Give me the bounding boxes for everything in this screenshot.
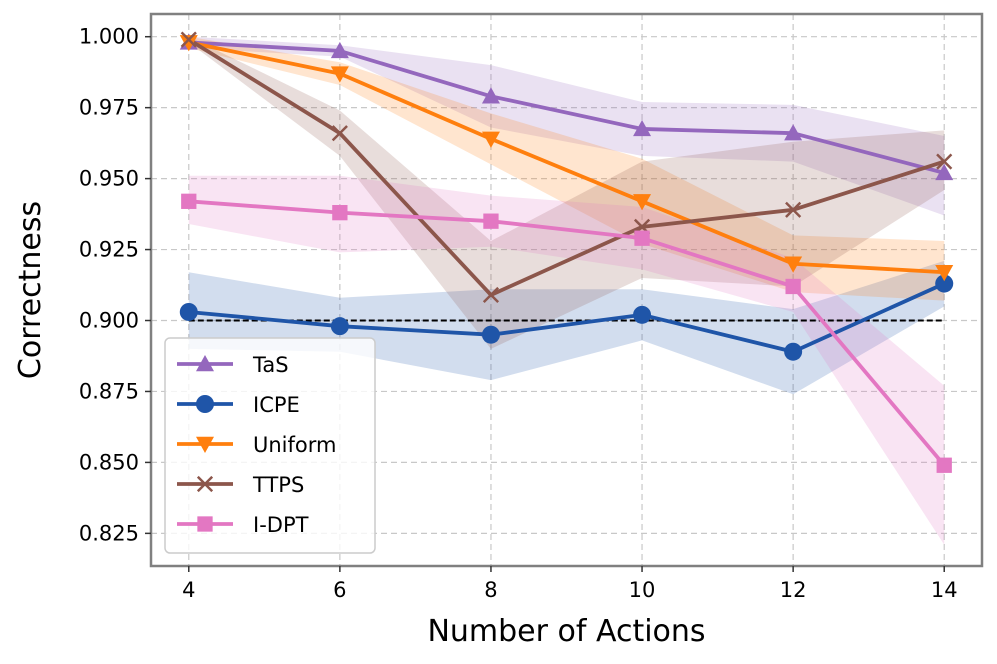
legend-box	[164, 337, 376, 554]
data-point-icpe	[179, 302, 198, 321]
y-tick-label: 0.925	[79, 238, 139, 262]
y-tick-label: 1.000	[79, 25, 139, 49]
data-point-uniform	[481, 131, 500, 148]
legend-marker-tas	[196, 355, 214, 372]
series-line-tas	[188, 40, 945, 175]
data-point-tas	[935, 163, 954, 181]
series-lines	[187, 37, 946, 467]
legend-marker-ttps	[196, 475, 214, 493]
data-point-icpe	[481, 325, 500, 344]
data-point-i-dpt	[332, 205, 348, 221]
axis-ticks: 4 6 8 10 12 14 0.825 0.850 0.875 0.900 0.925 0.950 0…	[79, 25, 958, 602]
legend-label-i-dpt: I-DPT	[253, 513, 309, 537]
data-point-uniform	[330, 66, 349, 83]
data-point-i-dpt	[936, 457, 952, 473]
x-tick-label: 8	[484, 578, 497, 602]
legend-label-ttps: TTPS	[252, 473, 304, 497]
band-ttps	[188, 36, 945, 349]
data-point-icpe	[784, 342, 803, 361]
x-tick-label: 6	[333, 578, 346, 602]
data-point-tas	[481, 87, 500, 104]
legend-label-tas: TaS	[252, 353, 289, 377]
x-tick-label: 12	[780, 578, 807, 602]
plot-frame	[149, 12, 984, 568]
legend: TaS ICPE Uniform TTPS I-DPT	[164, 337, 376, 554]
data-point-uniform	[935, 265, 954, 282]
data-point-ttps	[180, 31, 197, 48]
legend-marker-uniform	[196, 436, 214, 453]
y-tick-label: 0.900	[79, 309, 139, 333]
data-point-ttps	[482, 286, 500, 304]
data-point-tas	[633, 119, 652, 137]
x-tick-label: 4	[182, 578, 195, 602]
data-point-i-dpt	[785, 278, 801, 295]
series-line-ttps	[187, 37, 945, 297]
data-point-i-dpt	[181, 193, 197, 209]
data-point-i-dpt	[483, 213, 499, 229]
band-i-dpt	[188, 175, 945, 545]
legend-label-icpe: ICPE	[253, 393, 300, 417]
legend-label-uniform: Uniform	[253, 433, 336, 457]
data-point-i-dpt	[634, 230, 650, 246]
band-tas	[188, 36, 945, 216]
legend-marker-icpe	[196, 395, 214, 413]
data-point-ttps	[331, 125, 348, 142]
data-point-icpe	[935, 274, 954, 293]
x-axis-title: Number of Actions	[427, 614, 705, 649]
data-point-icpe	[330, 317, 349, 336]
band-icpe	[188, 260, 945, 395]
x-tick-label: 14	[931, 578, 958, 602]
data-point-uniform	[784, 256, 803, 273]
series-line-icpe	[188, 281, 946, 354]
data-point-uniform	[633, 194, 652, 211]
series-markers	[179, 31, 954, 473]
y-tick-label: 0.875	[79, 379, 139, 403]
series-line-uniform	[188, 40, 945, 275]
x-tick-label: 10	[629, 578, 656, 602]
data-point-tas	[784, 124, 803, 141]
y-tick-label: 0.825	[79, 521, 139, 545]
data-point-ttps	[936, 153, 953, 170]
data-point-icpe	[633, 305, 652, 324]
legend-marker-i-dpt	[197, 516, 213, 532]
data-point-uniform	[179, 35, 198, 52]
data-point-tas	[330, 41, 349, 59]
y-tick-label: 0.950	[79, 167, 139, 191]
series-line-i-dpt	[188, 199, 946, 467]
y-tick-label: 0.850	[79, 450, 139, 474]
y-axis-title: Correctness	[13, 201, 48, 379]
data-point-ttps	[785, 201, 802, 218]
y-tick-label: 0.975	[79, 96, 139, 120]
